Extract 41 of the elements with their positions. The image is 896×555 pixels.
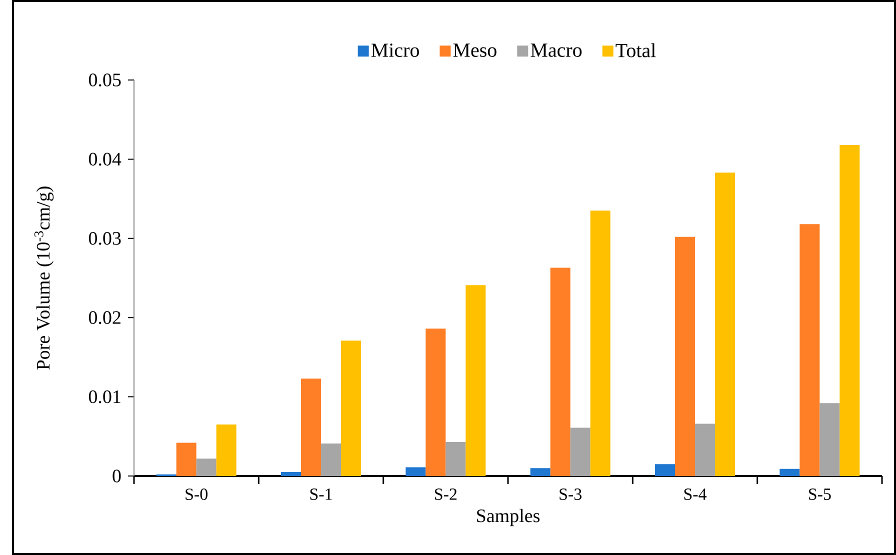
- legend-label: Total: [616, 43, 656, 58]
- bar: [695, 424, 716, 476]
- bar: [820, 403, 840, 476]
- y-tick-label: 0.01: [88, 390, 120, 404]
- bar: [176, 442, 196, 476]
- y-tick-label: 0.02: [88, 311, 120, 324]
- bar: [530, 468, 550, 476]
- bar: [675, 236, 696, 476]
- legend-label: Macro: [530, 44, 582, 57]
- bar: [780, 468, 800, 476]
- bar: [281, 472, 302, 476]
- x-tick-label: S-0: [186, 488, 208, 500]
- bar: [590, 210, 610, 476]
- bar: [550, 268, 570, 476]
- x-tick-label: S-2: [435, 488, 457, 500]
- legend-label: Micro: [371, 44, 419, 57]
- bar: [321, 444, 342, 476]
- y-axis-title: Pore Volume (10$^{-3}$cm/g): [34, 186, 54, 370]
- y-tick-label: 0.05: [88, 74, 121, 86]
- x-axis-title: Samples: [477, 508, 540, 526]
- bar: [715, 172, 736, 476]
- y-tick-label: 0: [112, 470, 121, 482]
- bar: [570, 428, 590, 476]
- bar: [446, 442, 466, 476]
- bar: [341, 340, 362, 476]
- bar: [301, 378, 322, 476]
- bar: [655, 464, 676, 476]
- bar: [466, 285, 486, 476]
- bar: [406, 467, 426, 476]
- bar: [800, 224, 820, 476]
- x-tick-label: S-4: [684, 488, 707, 500]
- legend-label: Meso: [453, 44, 496, 57]
- bar: [426, 328, 446, 476]
- x-tick-label: S-5: [809, 488, 831, 500]
- bar: [196, 458, 216, 476]
- bar: [216, 424, 236, 476]
- y-tick-label: 0.03: [88, 232, 121, 245]
- y-tick-label: 0.04: [88, 152, 122, 166]
- x-tick-label: S-1: [310, 488, 332, 500]
- bar: [840, 144, 860, 476]
- x-tick-label: S-3: [560, 488, 582, 500]
